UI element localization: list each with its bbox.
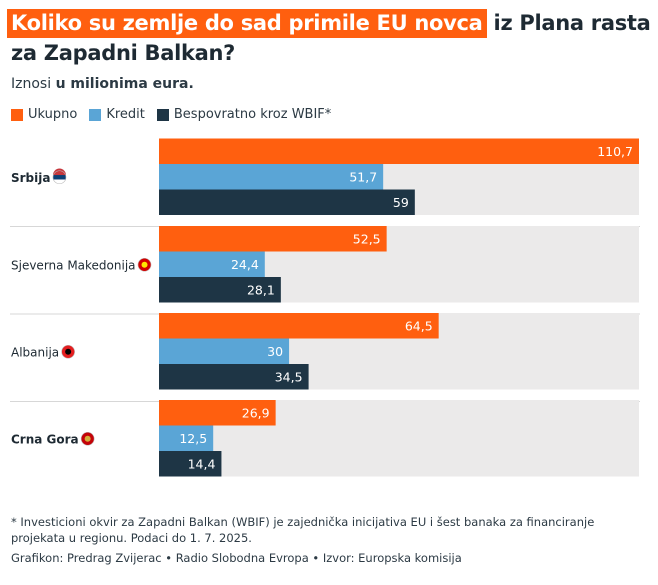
legend-swatch-bespovratno (156, 108, 169, 121)
bar-kredit-srbija (159, 164, 384, 190)
bar-ukupno-srbija (159, 138, 639, 164)
bar-ukupno-crna-gora (159, 400, 276, 426)
category-label-sjeverna-makedonija: Sjeverna Makedonija (11, 258, 136, 272)
subtitle-prefix: Iznosi (11, 76, 56, 92)
chart-title-rest: iz Plana rasta za Zapadni Balkan? (11, 11, 651, 65)
category-label-srbija: Srbija (11, 171, 50, 185)
data-label-ukupno-albanija: 64,5 (405, 318, 433, 333)
data-label-bespovratno-crna-gora: 14,4 (188, 456, 216, 471)
data-label-ukupno-sjeverna-makedonija: 52,5 (353, 231, 381, 246)
subtitle-unit: u milionima eura. (55, 76, 194, 92)
bar-ukupno-albanija (159, 313, 439, 339)
bar-kredit-albanija (159, 338, 290, 364)
category-label-crna-gora: Crna Gora (11, 432, 79, 446)
bar-bespovratno-albanija (159, 364, 309, 390)
bar-bespovratno-crna-gora (159, 451, 222, 477)
bar-bespovratno-srbija (159, 189, 415, 215)
data-label-bespovratno-albanija: 34,5 (275, 369, 303, 384)
legend-label-kredit: Kredit (106, 107, 145, 122)
north-macedonia-flag-icon (137, 257, 152, 272)
bar-kredit-sjeverna-makedonija (159, 251, 265, 277)
credits: Grafikon: Predrag Zvijerac • Radio Slobo… (11, 551, 462, 565)
legend-item-kredit: Kredit (89, 107, 145, 122)
data-label-bespovratno-sjeverna-makedonija: 28,1 (247, 282, 275, 297)
data-label-kredit-albanija: 30 (267, 344, 283, 359)
legend-item-bespovratno: Bespovratno kroz WBIF* (156, 107, 332, 122)
chart-subtitle: Iznosi u milionima eura. (11, 76, 194, 92)
bar-ukupno-sjeverna-makedonija (159, 226, 387, 252)
data-label-kredit-srbija: 51,7 (349, 169, 377, 184)
serbia-flag-icon (52, 168, 67, 186)
montenegro-flag-icon (80, 431, 95, 446)
legend-label-bespovratno: Bespovratno kroz WBIF* (173, 107, 332, 122)
bar-kredit-crna-gora (159, 425, 214, 451)
footnote: * Investicioni okvir za Zapadni Balkan (… (11, 515, 595, 545)
category-label-albanija: Albanija (11, 345, 59, 359)
chart-legend: Ukupno Kredit Bespovratno kroz WBIF* (11, 107, 343, 122)
bar-bespovratno-sjeverna-makedonija (159, 277, 281, 303)
albania-flag-icon (61, 344, 75, 359)
chart-title-highlight: Koliko su zemlje do sad primile EU novca (7, 9, 487, 38)
data-label-kredit-sjeverna-makedonija: 24,4 (231, 257, 259, 272)
legend-item-ukupno: Ukupno (11, 107, 77, 122)
data-label-ukupno-crna-gora: 26,9 (242, 405, 270, 420)
data-label-bespovratno-srbija: 59 (393, 195, 409, 210)
legend-swatch-kredit (89, 108, 102, 121)
legend-label-ukupno: Ukupno (28, 107, 78, 122)
legend-swatch-ukupno (11, 108, 23, 121)
data-label-ukupno-srbija: 110,7 (597, 144, 633, 159)
bar-chart: Srbija 110,7 51,7 59 Sjeverna Makedonija 52,5… (10, 138, 640, 477)
data-label-kredit-crna-gora: 12,5 (179, 431, 207, 446)
chart-title: Koliko su zemlje do sad primile EU novca… (7, 8, 651, 68)
